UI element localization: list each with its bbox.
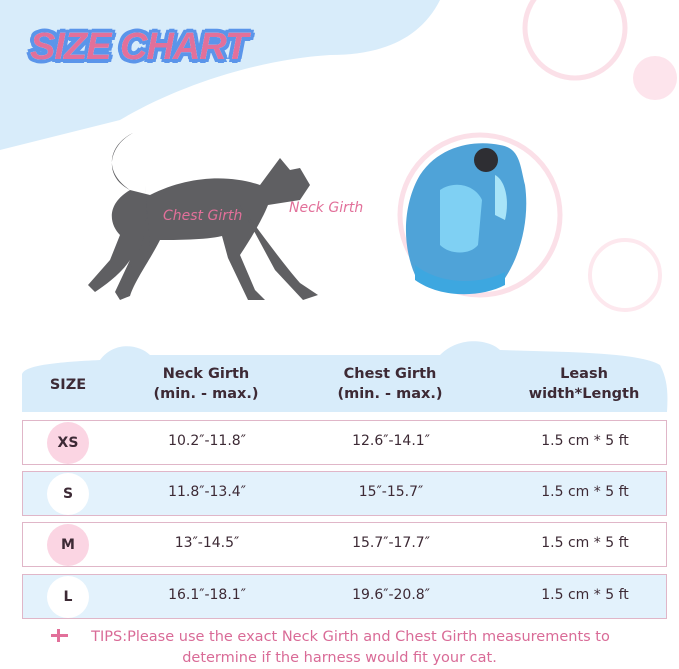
chest-value: 19.6″-20.8″ [352, 587, 430, 603]
size-badge: S [47, 473, 89, 515]
cat-silhouette-icon [88, 130, 318, 300]
leash-value: 1.5 cm * 5 ft [541, 484, 629, 500]
page-title: SIZE CHART [29, 25, 249, 69]
table-row: XS 10.2″-11.8″ 12.6″-14.1″ 1.5 cm * 5 ft [22, 420, 667, 465]
size-badge: M [47, 524, 89, 566]
neck-value: 10.2″-11.8″ [168, 433, 246, 449]
table-row: S 11.8″-13.4″ 15″-15.7″ 1.5 cm * 5 ft [22, 471, 667, 516]
tips-icon [51, 629, 68, 642]
neck-value: 11.8″-13.4″ [168, 484, 246, 500]
chest-value: 12.6″-14.1″ [352, 433, 430, 449]
header-size: SIZE [49, 377, 87, 393]
chest-girth-label: Chest Girth [163, 208, 243, 224]
table-row: M 13″-14.5″ 15.7″-17.7″ 1.5 cm * 5 ft [22, 522, 667, 567]
tips-text: TIPS:Please use the exact Neck Girth and… [91, 629, 610, 666]
table-row: L 16.1″-18.1″ 19.6″-20.8″ 1.5 cm * 5 ft [22, 574, 667, 619]
leash-value: 1.5 cm * 5 ft [541, 433, 629, 449]
harness-image [405, 143, 527, 295]
header-neck: Neck Girth (min. - max.) [153, 366, 259, 402]
neck-value: 16.1″-18.1″ [168, 587, 246, 603]
chest-value: 15.7″-17.7″ [352, 535, 430, 551]
chest-value: 15″-15.7″ [358, 484, 424, 500]
neck-value: 13″-14.5″ [174, 535, 240, 551]
neck-girth-label: Neck Girth [289, 200, 364, 216]
leash-value: 1.5 cm * 5 ft [541, 587, 629, 603]
header-chest: Chest Girth (min. - max.) [337, 366, 443, 402]
header-leash: Leash width*Length [528, 366, 640, 402]
leash-value: 1.5 cm * 5 ft [541, 535, 629, 551]
size-badge: XS [47, 422, 89, 464]
size-badge: L [47, 576, 89, 618]
